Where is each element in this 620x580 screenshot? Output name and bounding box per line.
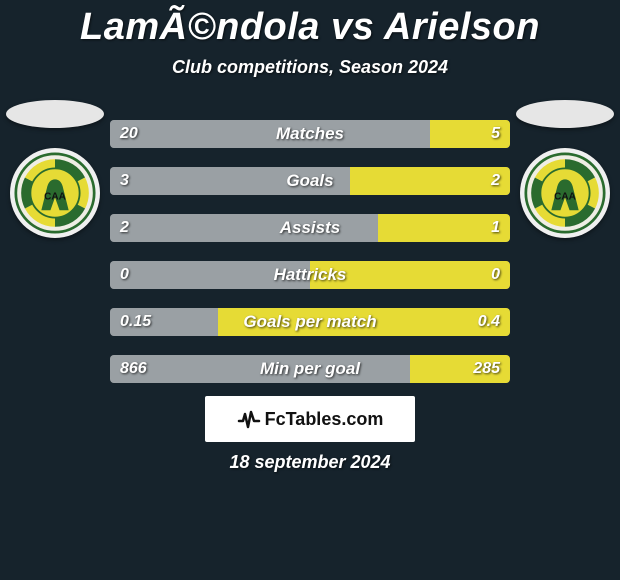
player-right-flag xyxy=(516,100,614,128)
footer-brand-logo: FcTables.com xyxy=(237,407,384,431)
stat-bar-track xyxy=(110,120,510,148)
player-left-column: CAA xyxy=(0,100,110,238)
stat-bar-right xyxy=(218,308,510,336)
stat-bar-track xyxy=(110,261,510,289)
player-right-column: CAA xyxy=(510,100,620,238)
stat-bar-right xyxy=(350,167,510,195)
stat-bar-left xyxy=(110,167,350,195)
stat-bar-left xyxy=(110,355,410,383)
stat-bar-left xyxy=(110,120,430,148)
stat-bar-left xyxy=(110,261,310,289)
stat-bar-track xyxy=(110,167,510,195)
stat-bar-track xyxy=(110,355,510,383)
stat-row: Hattricks00 xyxy=(110,261,510,289)
stat-row: Matches205 xyxy=(110,120,510,148)
caa-badge-icon: CAA xyxy=(524,152,606,234)
stat-bar-track xyxy=(110,214,510,242)
player-right-club-badge: CAA xyxy=(520,148,610,238)
stat-bar-track xyxy=(110,308,510,336)
stat-bar-right xyxy=(378,214,510,242)
stats-pulse-icon xyxy=(237,407,261,431)
stat-row: Goals32 xyxy=(110,167,510,195)
stat-bar-right xyxy=(310,261,510,289)
stats-container: Matches205 Goals32 Assists21 Hattricks00 Goa… xyxy=(110,120,510,383)
caa-badge-icon: CAA xyxy=(14,152,96,234)
player-left-flag xyxy=(6,100,104,128)
stat-bar-right xyxy=(430,120,510,148)
footer-brand-box[interactable]: FcTables.com xyxy=(205,396,415,442)
player-left-club-badge: CAA xyxy=(10,148,100,238)
svg-text:CAA: CAA xyxy=(554,191,576,202)
stat-bar-right xyxy=(410,355,510,383)
stat-bar-left xyxy=(110,214,378,242)
page-title: LamÃ©ndola vs Arielson xyxy=(0,0,620,49)
page-subtitle: Club competitions, Season 2024 xyxy=(0,57,620,78)
stat-row: Assists21 xyxy=(110,214,510,242)
stat-row: Min per goal866285 xyxy=(110,355,510,383)
date-text: 18 september 2024 xyxy=(0,452,620,473)
footer-brand-text: FcTables.com xyxy=(265,409,384,430)
svg-text:CAA: CAA xyxy=(44,191,66,202)
stat-bar-left xyxy=(110,308,218,336)
stat-row: Goals per match0.150.4 xyxy=(110,308,510,336)
